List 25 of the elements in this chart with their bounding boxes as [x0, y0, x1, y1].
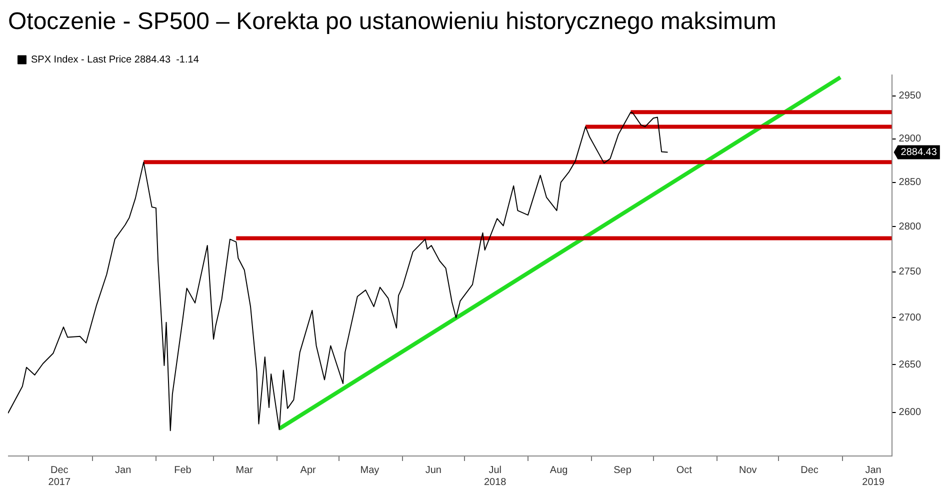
y-tick-label: 2600 — [898, 407, 922, 418]
y-tick-label: 2950 — [898, 90, 922, 102]
x-tick-label: Jun — [425, 464, 442, 476]
y-tick-label: 2800 — [898, 221, 922, 232]
text: 2884.43 — [900, 146, 938, 158]
x-tick-label: Mar — [236, 464, 254, 476]
x-tick-label: May — [360, 464, 380, 476]
x-tick-label: Jul 2018 — [484, 464, 507, 488]
x-tick-label: Sep — [614, 464, 632, 476]
x-tick-label: Jan 2019 — [862, 464, 885, 488]
x-tick-label: Apr — [300, 464, 317, 476]
x-tick-label: Aug — [550, 464, 568, 476]
chart-title: Otoczenie - SP500 – Korekta po ustanowieniu historycznego maksimum — [8, 8, 776, 36]
y-tick-label: 2850 — [898, 177, 922, 188]
x-tick-label: Dec — [800, 464, 818, 476]
x-tick-label: Oct — [676, 464, 692, 476]
y-tick-label: 2700 — [898, 312, 922, 324]
x-tick-label: Nov — [738, 464, 757, 476]
y-tick-label: 2750 — [898, 266, 922, 278]
legend-label: SPX Index - Last Price 2884.43 -1.14 — [31, 54, 200, 66]
x-tick-label: Feb — [174, 464, 192, 476]
y-tick-label: 2900 — [898, 134, 922, 145]
x-tick-label: Dec 2017 — [48, 464, 71, 488]
y-tick-label: 2650 — [898, 359, 922, 370]
x-tick-label: Jan — [115, 464, 132, 476]
